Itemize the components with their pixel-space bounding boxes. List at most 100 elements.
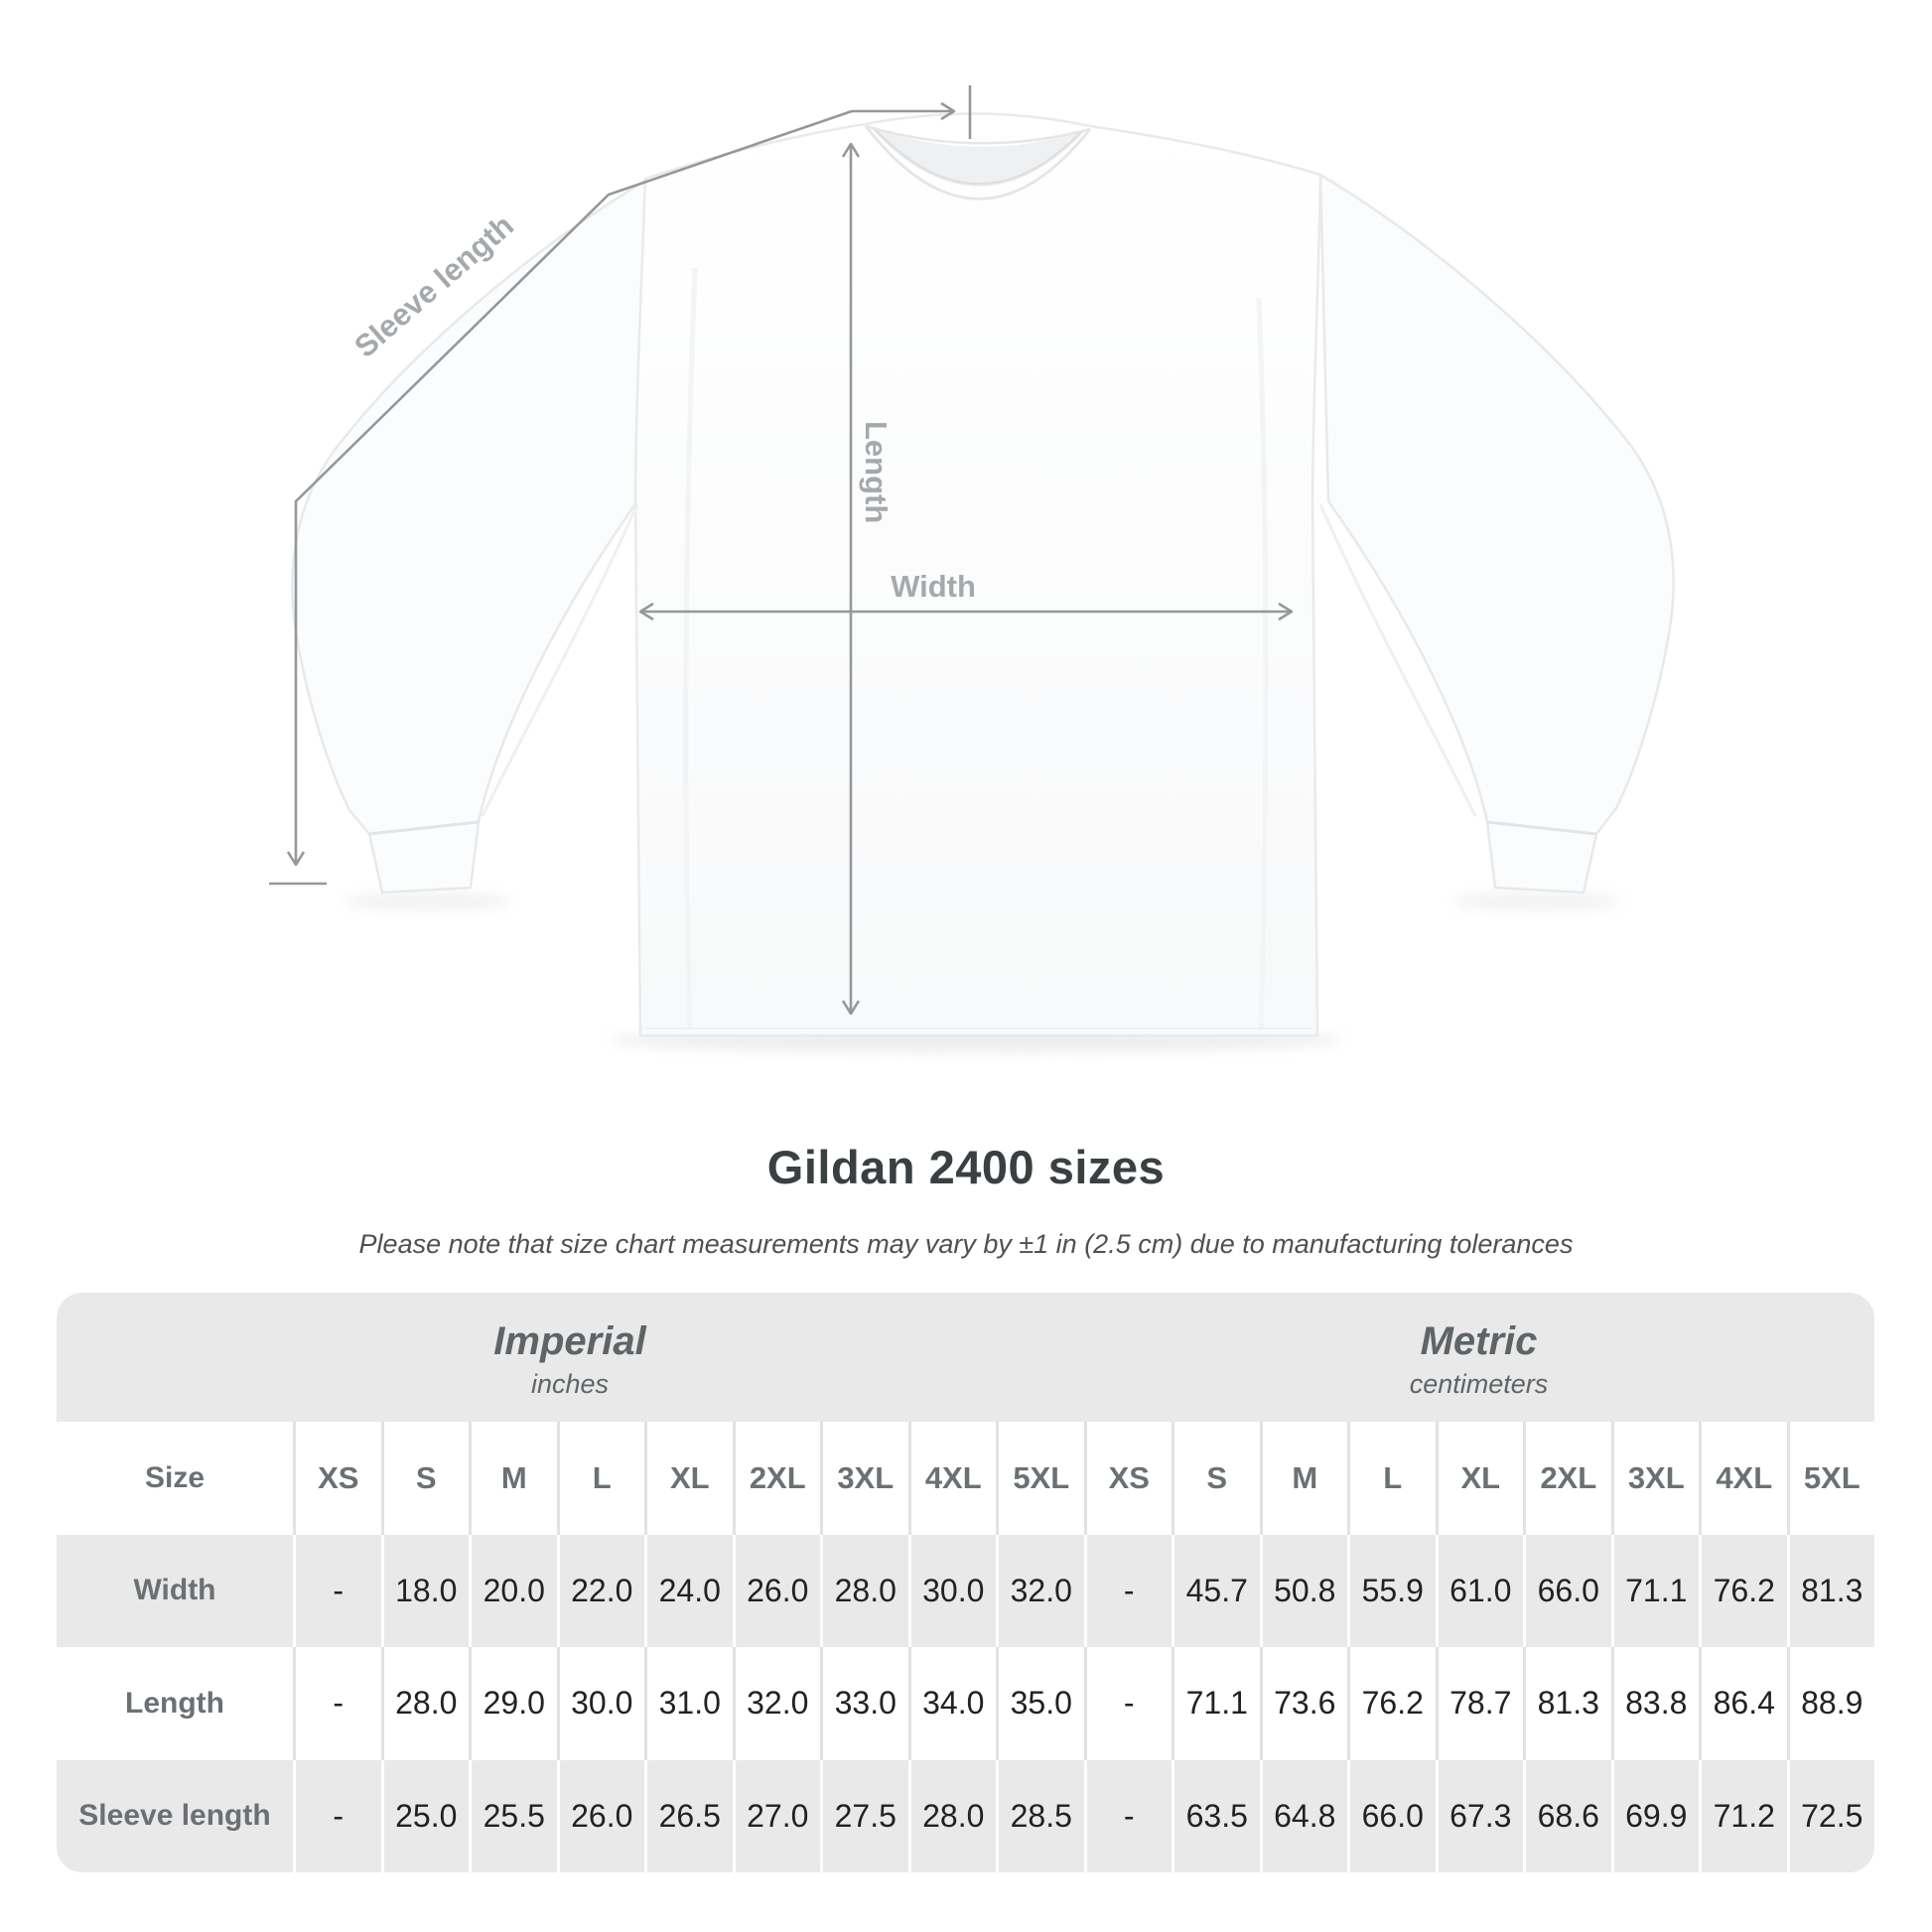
length-value-cell: 86.4 [1702, 1647, 1787, 1760]
size-column-header: 2XL [735, 1422, 820, 1535]
right-cuff-seam [1486, 820, 1597, 836]
metric-label: Metric [1420, 1318, 1538, 1363]
width-value-cell: - [1086, 1534, 1172, 1647]
size-column-header: 5XL [1789, 1422, 1874, 1535]
size-column-header: XS [1086, 1422, 1172, 1535]
sleeve-length-value-cell: 25.5 [472, 1759, 557, 1872]
size-chart-table: Imperial inches Metric centimeters Size … [57, 1293, 1874, 1872]
length-value-cell: 76.2 [1350, 1647, 1436, 1760]
width-label: Width [891, 569, 976, 604]
length-value-cell: 30.0 [559, 1647, 644, 1760]
sleeve-length-value-cell: 72.5 [1789, 1759, 1874, 1872]
size-column-header: S [383, 1422, 469, 1535]
table-row-length: Length -28.0 29.0 30.0 31.0 32.0 33.0 34.0 35.0… [57, 1647, 1874, 1760]
size-column-header: 4XL [1702, 1422, 1787, 1535]
table-row-sleeve-length: Sleeve length -25.0 25.5 26.0 26.5 27.0 27.5 2… [57, 1759, 1874, 1872]
length-value-cell: 33.0 [823, 1647, 908, 1760]
size-column-header: L [1350, 1422, 1436, 1535]
length-value-cell: 29.0 [472, 1647, 557, 1760]
width-value-cell: 55.9 [1350, 1534, 1436, 1647]
right-armpit-crease [1318, 503, 1477, 817]
width-value-cell: 45.7 [1174, 1534, 1260, 1647]
sleeve-length-value-cell: 64.8 [1262, 1759, 1347, 1872]
row-label-width: Width [57, 1534, 293, 1647]
body-fold-right [1256, 297, 1269, 1029]
length-value-cell: 32.0 [735, 1647, 820, 1760]
size-column-header: M [1262, 1422, 1347, 1535]
width-value-cell: 30.0 [910, 1534, 996, 1647]
size-column-header: 3XL [823, 1422, 908, 1535]
size-column-header: XL [1438, 1422, 1523, 1535]
shirt-body [633, 112, 1322, 1037]
sleeve-length-measure-line [296, 109, 853, 864]
shirt-diagram: Sleeve length Length Width [269, 85, 1675, 1052]
unit-group-imperial: Imperial inches [57, 1293, 1083, 1422]
width-value-cell: 22.0 [559, 1534, 644, 1647]
body-fold-left [683, 267, 698, 1029]
width-value-cell: 20.0 [472, 1534, 557, 1647]
row-label-sleeve-length: Sleeve length [57, 1759, 293, 1872]
length-value-cell: 81.3 [1526, 1647, 1611, 1760]
size-corner-label: Size [57, 1422, 293, 1535]
length-value-cell: 34.0 [910, 1647, 996, 1760]
sleeve-length-value-cell: 69.9 [1613, 1759, 1699, 1872]
width-value-cell: 71.1 [1613, 1534, 1699, 1647]
sleeve-length-value-cell: 63.5 [1174, 1759, 1260, 1872]
width-value-cell: 24.0 [647, 1534, 733, 1647]
page-title: Gildan 2400 sizes [766, 1141, 1166, 1193]
length-label: Length [859, 421, 894, 523]
measurement-lines [269, 85, 1291, 1013]
collar-band-inner [873, 127, 1083, 186]
size-column-header: XS [296, 1422, 381, 1535]
table-row-width: Width -18.0 20.0 22.0 24.0 26.0 28.0 30.0 32.0-… [57, 1534, 1874, 1647]
left-cuff-seam [368, 820, 480, 836]
width-value-cell: - [296, 1534, 381, 1647]
width-value-cell: 26.0 [735, 1534, 820, 1647]
length-value-cell: - [1086, 1647, 1172, 1760]
unit-group-metric: Metric centimeters [1083, 1293, 1874, 1422]
length-value-cell: - [296, 1647, 381, 1760]
sleeve-length-value-cell: 71.2 [1702, 1759, 1787, 1872]
sleeve-length-value-cell: 28.5 [999, 1759, 1084, 1872]
sleeve-length-value-cell: 27.5 [823, 1759, 908, 1872]
length-value-cell: 35.0 [999, 1647, 1084, 1760]
size-column-header: 2XL [1526, 1422, 1611, 1535]
width-value-cell: 18.0 [383, 1534, 469, 1647]
shirt-left-sleeve [291, 179, 647, 895]
size-column-header: XL [647, 1422, 733, 1535]
width-value-cell: 76.2 [1702, 1534, 1787, 1647]
length-value-cell: 78.7 [1438, 1647, 1523, 1760]
page-subtitle: Please note that size chart measurements… [358, 1229, 1574, 1259]
sleeve-length-value-cell: - [1086, 1759, 1172, 1872]
left-cuff-shadow [343, 892, 511, 911]
sleeve-length-value-cell: 66.0 [1350, 1759, 1436, 1872]
right-cuff-shadow [1452, 892, 1621, 911]
unit-band: Imperial inches Metric centimeters [57, 1293, 1874, 1422]
length-value-cell: 83.8 [1613, 1647, 1699, 1760]
width-value-cell: 61.0 [1438, 1534, 1523, 1647]
sleeve-length-value-cell: 25.0 [383, 1759, 469, 1872]
length-value-cell: 71.1 [1174, 1647, 1260, 1760]
width-value-cell: 81.3 [1789, 1534, 1874, 1647]
sleeve-length-value-cell: 28.0 [910, 1759, 996, 1872]
size-column-header: S [1174, 1422, 1260, 1535]
sleeve-length-value-cell: 27.0 [735, 1759, 820, 1872]
left-armpit-crease [481, 503, 639, 817]
width-value-cell: 32.0 [999, 1534, 1084, 1647]
sleeve-length-value-cell: 67.3 [1438, 1759, 1523, 1872]
size-header-row: Size XS S M L XL 2XL 3XL 4XL 5XL XS S M L XL 2XL 3XL 4XL… [57, 1422, 1874, 1535]
sleeve-length-value-cell: 68.6 [1526, 1759, 1611, 1872]
width-value-cell: 28.0 [823, 1534, 908, 1647]
size-column-header: 3XL [1613, 1422, 1699, 1535]
size-column-header: 5XL [999, 1422, 1084, 1535]
imperial-sublabel: inches [530, 1368, 610, 1399]
length-value-cell: 28.0 [383, 1647, 469, 1760]
length-value-cell: 88.9 [1789, 1647, 1874, 1760]
sleeve-length-value-cell: - [296, 1759, 381, 1872]
collar-back-neck [865, 124, 1091, 145]
size-column-header: L [559, 1422, 644, 1535]
width-value-cell: 50.8 [1262, 1534, 1347, 1647]
shirt-right-sleeve [1318, 173, 1675, 895]
length-value-cell: 31.0 [647, 1647, 733, 1760]
